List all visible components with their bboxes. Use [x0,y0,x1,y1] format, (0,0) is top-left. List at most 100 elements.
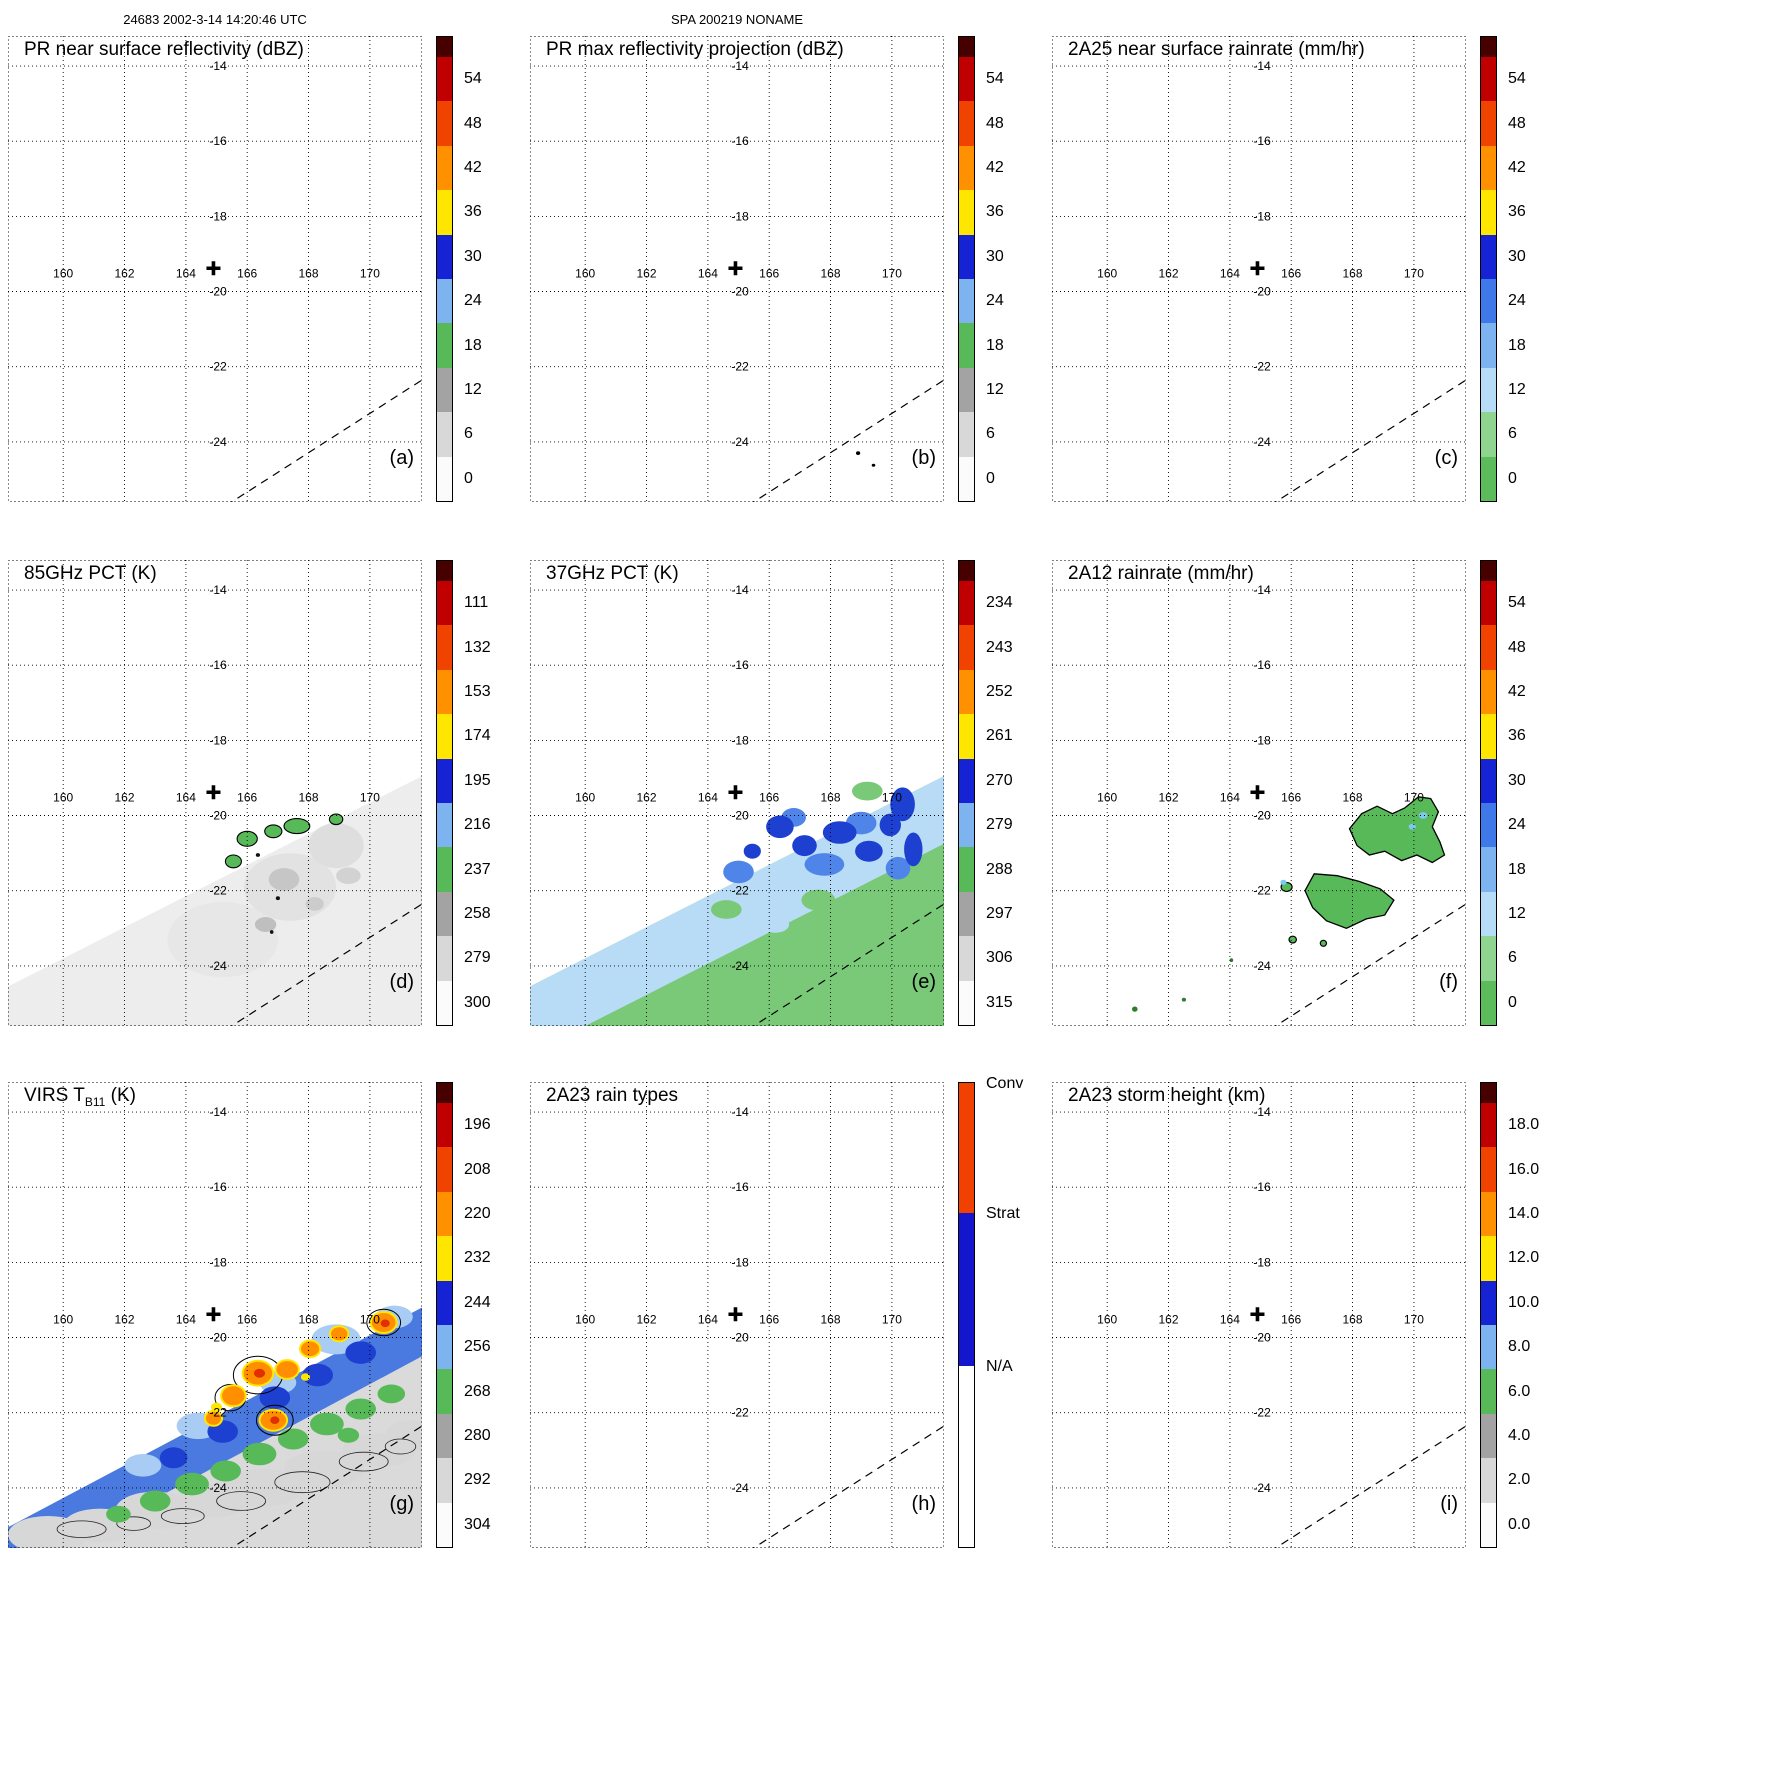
panel-g-colorbar [436,1082,453,1548]
map-a: 160 162 164 166 168 170 -14 -16 -18 -20 -22 -24 (a) [8,36,422,502]
graticule [8,1082,422,1548]
colorbar-cap [959,37,974,57]
panel-letter: (e) [912,971,936,993]
colorbar-label: 18 [986,336,1004,354]
panel-e-title: 37GHz PCT (K) [546,563,679,585]
data-blob [274,1359,300,1380]
colorbar-segment [1481,847,1496,892]
map-e: 160 162 164 166 168 170 -14 -16 -18 -20 -22 -24 (e) [530,560,944,1026]
data-blob [300,1373,311,1381]
data-blob [222,1469,303,1507]
graticule [530,1082,944,1548]
lat-tick-label: -24 [731,435,749,449]
lat-tick-label: -22 [209,1406,227,1420]
data-blob [211,1402,222,1412]
colorbar-label: 196 [464,1116,491,1134]
data-blob [711,900,742,919]
panel-i: 160 162 164 166 168 170 -14 -16 -18 -20 -22 -24 (i) 2… [1052,1082,1574,1587]
panel-e-colorbar [958,560,975,1026]
data-blob [904,870,929,893]
crosshair-marker [728,261,743,276]
lon-tick-label: 168 [820,790,840,804]
colorbar-label: 54 [464,70,482,88]
colorbar-label: 18 [464,336,482,354]
title-text: 2A23 rain types [546,1085,679,1106]
lat-tick-label: -16 [731,1180,749,1194]
lon-tick-label: 162 [114,790,134,804]
colorbar-segment [437,1369,452,1414]
colorbar-segment [959,936,974,981]
colorbar-label: 54 [986,70,1004,88]
lat-tick-label: -16 [731,134,749,148]
data-blob [277,1428,309,1450]
colorbar-segment [959,234,974,279]
data-blob [1229,958,1234,963]
panel-d-title: 85GHz PCT (K) [24,563,157,585]
colorbar-label: 153 [464,683,491,700]
data-blob [1418,812,1428,819]
data-blob [270,1416,280,1424]
graticule [1052,36,1466,502]
colorbar-label: 42 [464,159,482,176]
colorbar-label: Strat [986,1205,1020,1222]
map-frame [1052,1082,1466,1548]
colorbar-label: 18 [1508,336,1526,354]
colorbar-segment [437,714,452,759]
data-blob [385,1420,422,1451]
data-blob [664,954,690,970]
data-blob [743,843,761,859]
swath-edge-dashed-line [230,379,422,502]
colorbar-label: 36 [986,203,1004,221]
colorbar-segment [959,980,974,1025]
panel-f-colorbar [1480,560,1497,1026]
data-blob [305,897,324,911]
colorbar-label: 195 [464,771,491,789]
graticule [1052,560,1466,1026]
data-blob [1132,1006,1138,1012]
colorbar-segment [1481,1236,1496,1281]
colorbar-segment [1481,1191,1496,1237]
colorbar-segment [1481,456,1496,501]
lon-tick-label: 166 [759,1312,779,1326]
lon-tick-label: 162 [636,266,656,280]
colorbar-label: 18 [1508,860,1526,878]
panel-letter: (f) [1439,971,1458,993]
panel-a: 160 162 164 166 168 170 -14 -16 -18 -20 -22 -24 (a) P… [8,36,530,541]
lon-tick-label: 166 [237,266,257,280]
data-blob [1280,879,1287,885]
panel-h: 160 162 164 166 168 170 -14 -16 -18 -20 -22 -24 (h) 2… [530,1075,1052,1587]
colorbar-segment-conv [959,1083,974,1213]
lon-tick-label: 166 [1281,1312,1301,1326]
colorbar-label: 237 [464,860,491,878]
colorbar-label: 297 [986,905,1013,922]
data-blob [338,1451,389,1472]
lat-tick-label: -14 [731,59,749,73]
colorbar-label: 48 [1508,114,1526,132]
lat-tick-label: -16 [1253,658,1271,672]
colorbar-label: 12 [1508,905,1526,922]
colorbar-label: 244 [464,1293,491,1311]
lon-tick-label: 166 [1281,266,1301,280]
map-b: 160 162 164 166 168 170 -14 -16 -18 -20 -22 -24 (b) [530,36,944,502]
data-blob [822,821,857,844]
map-frame [1052,560,1466,1026]
lat-tick-label: -20 [209,285,227,299]
panel-i-colorbar [1480,1082,1497,1548]
crosshair-marker [206,261,221,276]
colorbar-label: Conv [986,1075,1024,1092]
colorbar-cap [1481,1083,1496,1103]
colorbar-segment [437,101,452,146]
colorbar-label: 243 [986,638,1013,656]
title-text: PR near surface reflectivity (dBZ) [24,39,304,60]
colorbar-label: 30 [986,247,1004,265]
colorbar-cap [437,1083,452,1103]
lat-tick-label: -20 [1253,809,1271,823]
data-blob [299,1339,322,1359]
lat-tick-label: -18 [209,733,227,747]
colorbar-segment [437,190,452,235]
colorbar-segment [437,936,452,981]
lon-tick-label: 160 [53,1312,73,1326]
panel-f-title: 2A12 rainrate (mm/hr) [1068,563,1254,585]
lat-tick-label: -16 [209,134,227,148]
data-blob [801,889,836,911]
